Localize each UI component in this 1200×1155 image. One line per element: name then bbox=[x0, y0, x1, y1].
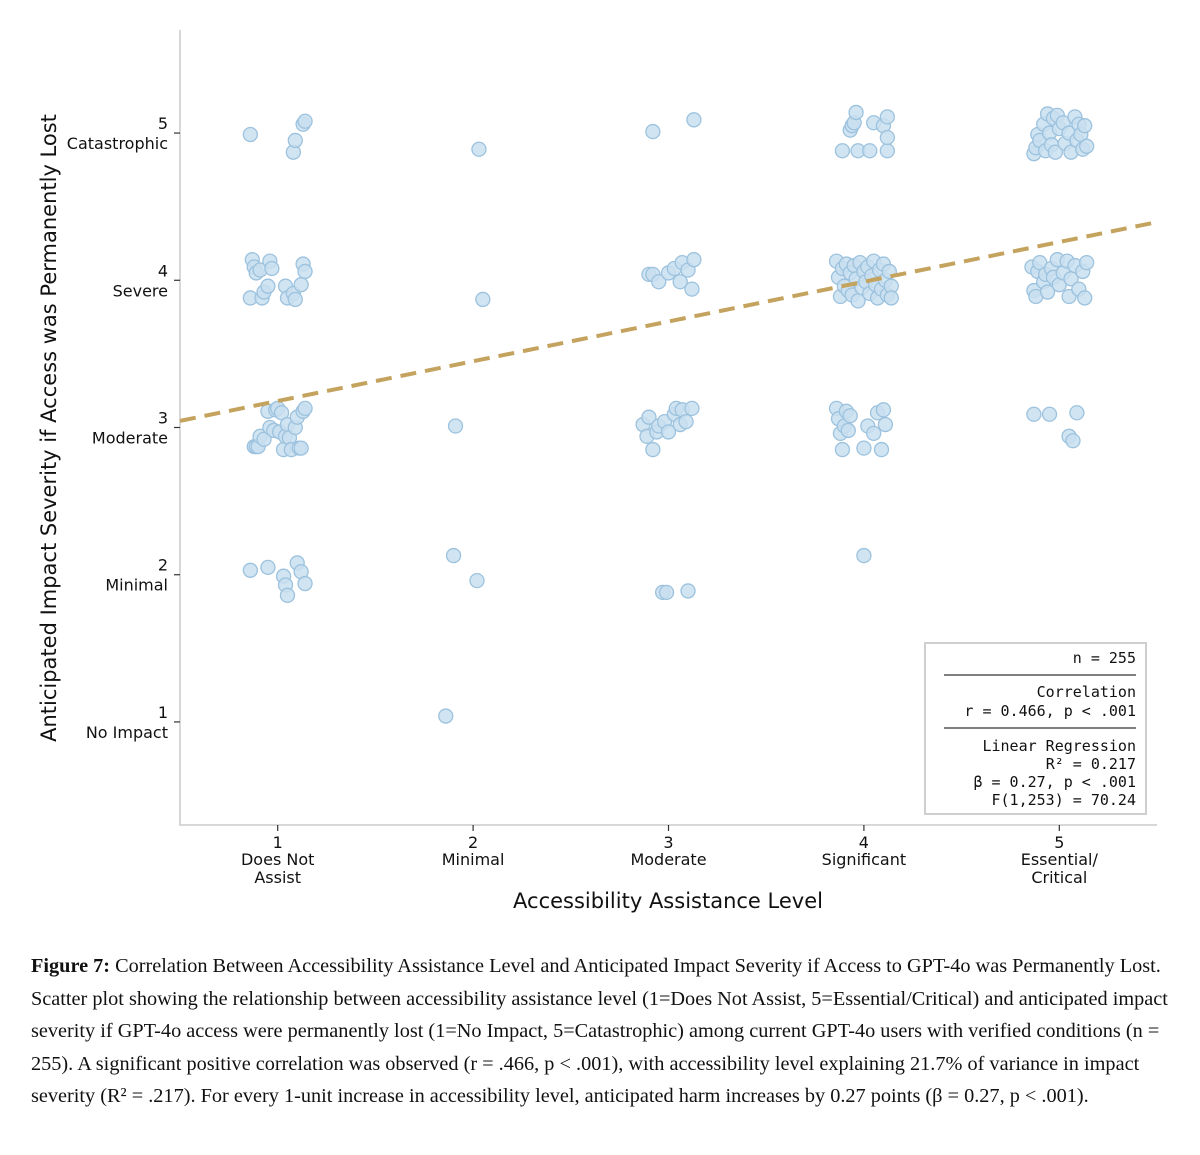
data-point bbox=[287, 132, 303, 149]
data-point bbox=[660, 424, 677, 440]
data-point bbox=[856, 547, 872, 564]
data-point bbox=[686, 112, 702, 128]
data-point bbox=[840, 422, 856, 439]
stats-correlation-value: r = 0.466, p < .001 bbox=[964, 702, 1136, 720]
data-point bbox=[866, 425, 882, 442]
regression-line bbox=[179, 220, 1158, 423]
data-point bbox=[297, 113, 313, 129]
data-point bbox=[834, 143, 851, 159]
data-point bbox=[645, 441, 661, 458]
x-tick-label-4-line-1: Significant bbox=[822, 850, 906, 869]
y-tick-label-3: Moderate bbox=[92, 429, 168, 448]
data-point bbox=[1065, 433, 1081, 449]
y-tick-label-2: Minimal bbox=[105, 576, 168, 595]
data-point bbox=[877, 416, 894, 433]
x-tick-label-2-line-1: Minimal bbox=[442, 850, 505, 869]
data-point bbox=[471, 141, 487, 157]
data-point bbox=[1047, 144, 1064, 160]
x-tick-label-1-line-2: Assist bbox=[254, 868, 301, 887]
x-tick-label-1-line-1: Does Not bbox=[241, 850, 314, 869]
data-point bbox=[242, 562, 258, 578]
data-point bbox=[297, 575, 313, 592]
x-tick-label-5-line-1: Essential/ bbox=[1021, 850, 1099, 869]
caption-text: Correlation Between Accessibility Assist… bbox=[31, 955, 1168, 1107]
data-point bbox=[260, 278, 276, 294]
data-point bbox=[686, 252, 702, 268]
data-point bbox=[1079, 138, 1095, 154]
caption-label: Figure 7: bbox=[31, 955, 111, 977]
data-point bbox=[879, 109, 895, 125]
y-tick-number-1: 1 bbox=[158, 703, 168, 722]
data-point bbox=[641, 409, 657, 425]
data-point bbox=[684, 281, 700, 297]
stats-box: n = 255 Correlation r = 0.466, p < .001 … bbox=[924, 642, 1147, 815]
x-tick-number-4: 4 bbox=[859, 833, 869, 852]
data-point bbox=[873, 441, 890, 458]
x-tick-number-1: 1 bbox=[273, 833, 283, 852]
x-tick-label-3-line-1: Moderate bbox=[630, 850, 706, 869]
y-tick-label-4: Severe bbox=[113, 281, 168, 300]
data-point bbox=[879, 143, 895, 159]
data-point bbox=[264, 260, 280, 277]
data-point bbox=[447, 418, 464, 434]
data-point bbox=[680, 583, 696, 599]
data-point bbox=[1077, 118, 1093, 134]
points-layer bbox=[242, 104, 1095, 724]
stats-f-statistic: F(1,253) = 70.24 bbox=[992, 791, 1137, 809]
y-tick-number-5: 5 bbox=[158, 114, 168, 133]
data-point bbox=[297, 400, 313, 417]
data-point bbox=[1026, 406, 1042, 422]
data-point bbox=[293, 277, 309, 293]
y-tick-label-5: Catastrophic bbox=[67, 134, 168, 153]
data-point bbox=[651, 274, 667, 290]
data-point bbox=[1041, 406, 1058, 422]
y-tick-label-1: No Impact bbox=[86, 723, 168, 742]
data-point bbox=[848, 104, 864, 121]
data-point bbox=[438, 708, 454, 724]
x-tick-label-5-line-2: Critical bbox=[1031, 868, 1087, 887]
data-point bbox=[1077, 290, 1093, 306]
stats-beta: β = 0.27, p < .001 bbox=[973, 773, 1136, 791]
data-point bbox=[672, 274, 688, 290]
x-tick-number-5: 5 bbox=[1054, 833, 1064, 852]
data-point bbox=[1039, 284, 1056, 300]
data-point bbox=[1069, 405, 1085, 421]
x-tick-number-2: 2 bbox=[468, 833, 478, 852]
data-point bbox=[260, 559, 276, 576]
data-point bbox=[242, 126, 258, 143]
y-axis-title: Anticipated Impact Severity if Access wa… bbox=[37, 114, 61, 742]
stats-r-squared: R² = 0.217 bbox=[1046, 755, 1136, 773]
figure-caption: Figure 7: Correlation Between Accessibil… bbox=[31, 950, 1169, 1113]
data-point bbox=[834, 441, 851, 458]
data-point bbox=[684, 400, 700, 417]
x-tick-number-3: 3 bbox=[663, 833, 673, 852]
x-axis-title: Accessibility Assistance Level bbox=[513, 889, 823, 913]
data-point bbox=[297, 263, 313, 280]
data-point bbox=[842, 408, 858, 424]
data-point bbox=[287, 291, 303, 308]
data-point bbox=[469, 572, 485, 589]
data-point bbox=[475, 291, 491, 308]
data-point bbox=[445, 547, 462, 564]
data-point bbox=[645, 123, 661, 140]
data-point bbox=[856, 440, 872, 456]
y-tick-number-4: 4 bbox=[158, 261, 168, 280]
y-tick-number-3: 3 bbox=[158, 409, 168, 428]
data-point bbox=[862, 143, 878, 159]
data-point bbox=[293, 440, 309, 456]
data-point bbox=[279, 587, 296, 603]
data-point bbox=[1079, 254, 1095, 271]
data-point bbox=[883, 290, 899, 306]
data-point bbox=[875, 402, 892, 418]
stats-n: n = 255 bbox=[1073, 649, 1136, 667]
data-point bbox=[879, 129, 895, 146]
stats-correlation-title: Correlation bbox=[1037, 683, 1136, 701]
stats-regression-title: Linear Regression bbox=[982, 737, 1136, 755]
data-point bbox=[658, 584, 675, 601]
y-tick-number-2: 2 bbox=[158, 556, 168, 575]
data-point bbox=[678, 413, 694, 430]
